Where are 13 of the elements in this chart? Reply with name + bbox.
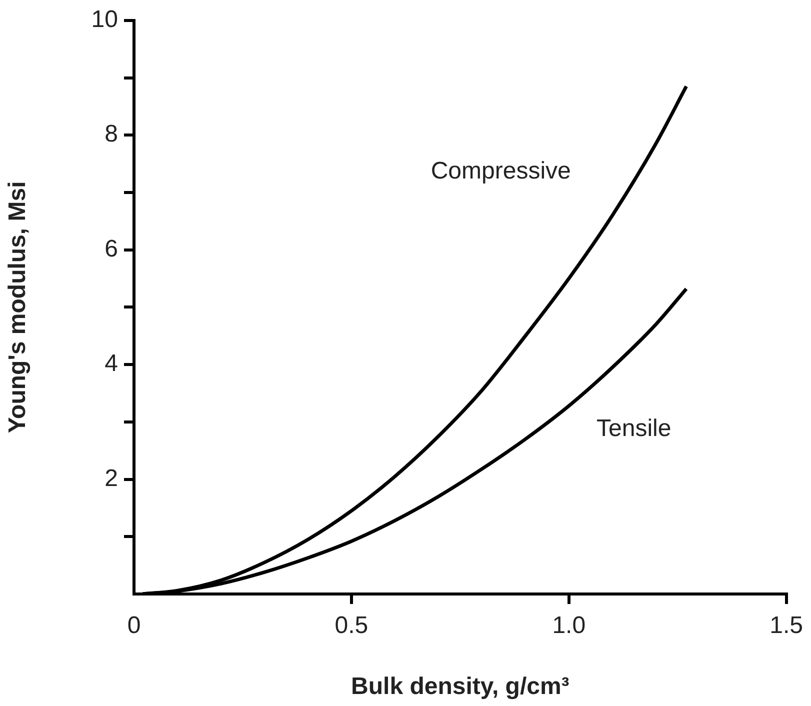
- series-label: Tensile: [596, 415, 672, 442]
- y-tick-label: 6: [104, 235, 118, 262]
- y-tick-label: 10: [91, 6, 118, 34]
- y-axis-title: Young's modulus, Msi: [4, 181, 32, 434]
- y-tick-label: 2: [104, 464, 118, 492]
- y-tick-label: 4: [104, 350, 118, 378]
- x-axis-title: Bulk density, g/cm³: [351, 673, 570, 700]
- y-tick-label: 8: [104, 120, 118, 148]
- text: Compressive: [430, 157, 571, 184]
- x-tick-label: 1.0: [552, 612, 586, 640]
- x-tick-label: 0: [127, 612, 141, 640]
- x-tick-label: 1.5: [770, 612, 804, 640]
- x-tick-label: 0.5: [334, 612, 368, 640]
